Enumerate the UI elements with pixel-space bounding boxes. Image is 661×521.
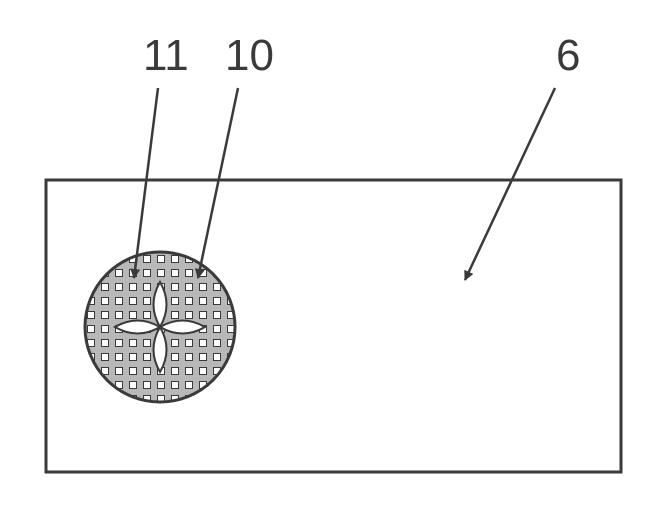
label-6: 6 <box>556 31 580 80</box>
label-11: 11 <box>143 31 189 80</box>
label-10: 10 <box>225 31 274 80</box>
